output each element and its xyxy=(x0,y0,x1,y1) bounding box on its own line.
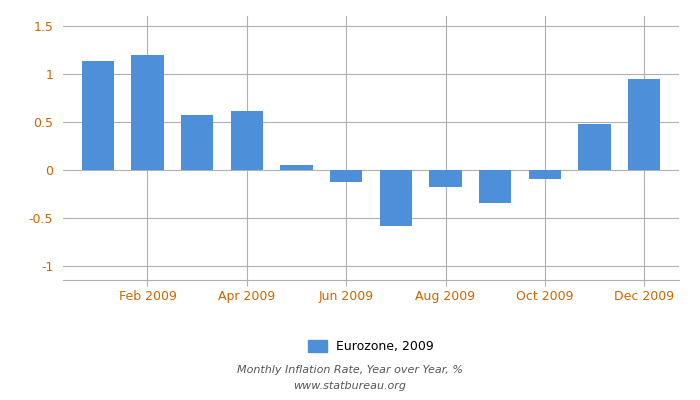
Bar xyxy=(578,124,610,170)
Bar xyxy=(231,111,263,170)
Bar xyxy=(181,115,214,170)
Bar xyxy=(82,61,114,170)
Bar xyxy=(479,170,511,203)
Bar xyxy=(132,55,164,170)
Text: www.statbureau.org: www.statbureau.org xyxy=(293,381,407,391)
Bar xyxy=(379,170,412,226)
Text: Monthly Inflation Rate, Year over Year, %: Monthly Inflation Rate, Year over Year, … xyxy=(237,365,463,375)
Bar xyxy=(330,170,363,182)
Bar xyxy=(429,170,462,187)
Bar xyxy=(280,165,313,170)
Bar xyxy=(628,79,660,170)
Legend: Eurozone, 2009: Eurozone, 2009 xyxy=(302,335,440,358)
Bar xyxy=(528,170,561,179)
